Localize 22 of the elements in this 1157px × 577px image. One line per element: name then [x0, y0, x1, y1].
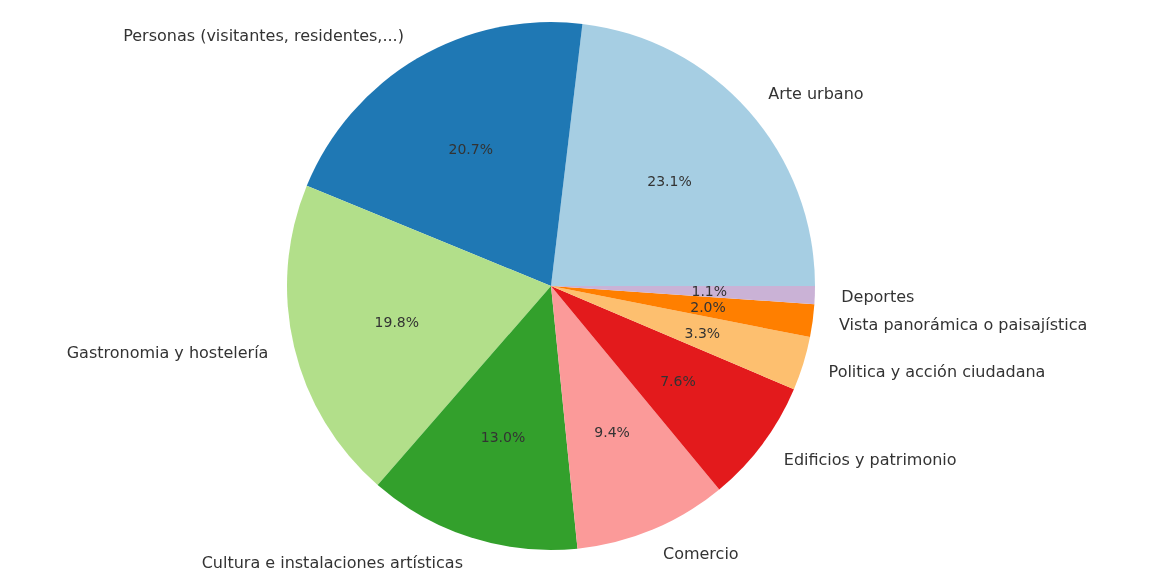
data-label: 1.1%: [691, 283, 728, 300]
data-label: 7.6%: [660, 372, 696, 389]
slice-label: Vista panorámica o paisajística: [838, 314, 1088, 334]
pie-slice: [551, 286, 811, 390]
data-label: 9.4%: [594, 424, 630, 441]
slice-label: Politica y acción ciudadana: [828, 361, 1046, 381]
data-label: 23.1%: [647, 172, 692, 189]
slice-label: Arte urbano: [768, 83, 864, 103]
pie-slice: [377, 286, 578, 550]
data-label: 20.7%: [448, 141, 494, 158]
data-label: 13.0%: [480, 428, 526, 445]
slice-label: Comercio: [662, 544, 739, 564]
slice-label: Gastronomia y hostelería: [66, 343, 269, 363]
slice-label: Edificios y patrimonio: [783, 450, 957, 470]
slice-label: Deportes: [841, 286, 915, 306]
data-label: 19.8%: [374, 314, 420, 331]
data-label: 2.0%: [690, 298, 726, 315]
pie-slice: [551, 286, 815, 338]
data-label: 3.3%: [684, 324, 721, 341]
pie-slice: [287, 185, 551, 486]
slice-label: Cultura e instalaciones artísticas: [201, 553, 463, 573]
slice-label: Personas (visitantes, residentes,...): [123, 26, 404, 46]
